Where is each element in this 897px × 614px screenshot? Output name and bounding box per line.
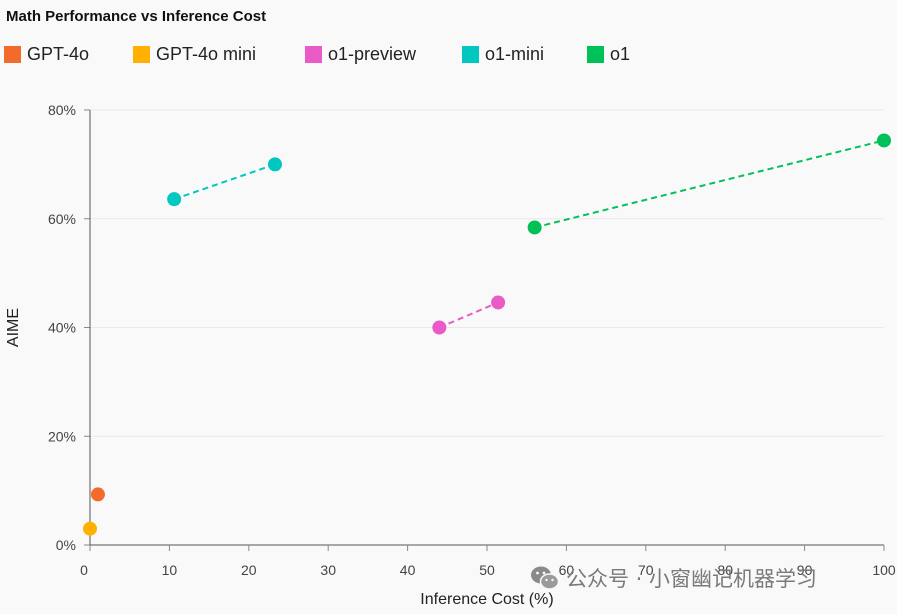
x-tick-label: 50: [479, 562, 495, 578]
legend-swatch: [587, 46, 604, 63]
series-line-o1-preview: [438, 301, 499, 329]
y-tick-label: 60%: [48, 211, 76, 227]
legend-item-o1-preview[interactable]: o1-preview: [305, 44, 416, 65]
x-tick-label: 70: [638, 562, 654, 578]
legend-label: GPT-4o: [27, 44, 90, 64]
x-tick-label: 40: [400, 562, 416, 578]
x-tick-label: 80: [717, 562, 733, 578]
wechat-icon: [531, 566, 560, 590]
y-tick-label: 40%: [48, 320, 76, 336]
legend-item-o1[interactable]: o1: [587, 44, 630, 65]
x-tick-label: 100: [872, 562, 896, 578]
data-point-o1-preview[interactable]: [491, 295, 506, 310]
x-tick-label: 20: [241, 562, 257, 578]
legend-swatch: [4, 46, 21, 63]
series-line-o1-mini: [173, 163, 276, 201]
y-tick-label: 20%: [48, 428, 76, 444]
y-tick-label: 80%: [48, 102, 76, 118]
legend-item-gpt-4o-mini[interactable]: GPT-4o mini: [133, 44, 256, 65]
x-axis-label: Inference Cost (%): [420, 591, 553, 608]
legend-label: o1-preview: [328, 44, 417, 64]
x-tick-label: 30: [320, 562, 336, 578]
x-tick-label: 60: [559, 562, 575, 578]
chart-title: Math Performance vs Inference Cost: [6, 8, 267, 25]
data-point-gpt-4o[interactable]: [90, 487, 105, 502]
watermark: 公众号 · 小窗幽记机器学习: [530, 563, 817, 593]
x-tick-label: 10: [162, 562, 178, 578]
legend-label: GPT-4o mini: [156, 44, 257, 64]
legend-swatch: [305, 46, 322, 63]
series-line-o1: [534, 139, 885, 229]
data-point-gpt-4o-mini[interactable]: [83, 521, 97, 536]
y-axis-label: AIME: [5, 308, 22, 347]
y-tick-label: 0%: [56, 537, 76, 553]
data-point-o1-preview[interactable]: [432, 320, 447, 335]
x-tick-label: 0: [80, 562, 88, 578]
data-point-o1[interactable]: [877, 133, 891, 148]
legend-label: o1: [610, 44, 631, 64]
x-tick-label: 90: [797, 562, 813, 578]
data-point-o1-mini[interactable]: [268, 157, 283, 172]
data-point-o1[interactable]: [527, 220, 542, 235]
data-point-o1-mini[interactable]: [167, 192, 182, 207]
legend-item-o1-mini[interactable]: o1-mini: [462, 44, 544, 65]
legend-swatch: [133, 46, 150, 63]
legend-swatch: [462, 46, 479, 63]
watermark-text: 公众号 · 小窗幽记机器学习: [566, 567, 818, 591]
legend-label: o1-mini: [485, 44, 545, 64]
legend-item-gpt-4o[interactable]: GPT-4o: [4, 44, 89, 65]
